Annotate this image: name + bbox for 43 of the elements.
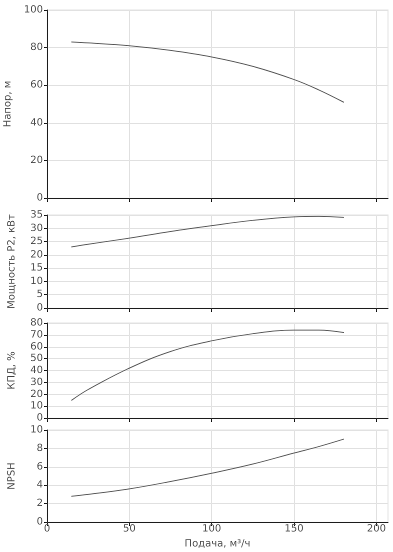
- y-tick-label: 35: [30, 210, 43, 220]
- y-tick-label: 0: [36, 302, 43, 314]
- y-tick-label: 6: [36, 461, 43, 472]
- y-tick-label: 40: [30, 365, 43, 376]
- y-axis-title: КПД, %: [6, 351, 18, 390]
- y-tick-label: 10: [30, 276, 43, 287]
- y-tick-label: 80: [30, 42, 43, 54]
- y-tick-label: 80: [30, 318, 43, 328]
- y-tick-label: 30: [30, 222, 43, 234]
- y-tick-label: 60: [30, 80, 43, 91]
- x-tick-label: 200: [366, 524, 386, 534]
- line-series: [71, 330, 344, 401]
- y-axis-title: Напор, м: [2, 80, 14, 128]
- line-series: [71, 41, 344, 103]
- x-tick-label: 0: [44, 524, 50, 534]
- y-tick-label: 60: [30, 341, 43, 352]
- y-tick-label: 50: [30, 353, 43, 364]
- y-tick-label: 15: [30, 262, 43, 274]
- y-tick-label: 40: [30, 117, 43, 128]
- y-tick-label: 10: [30, 424, 43, 436]
- y-tick-label: 25: [30, 236, 43, 248]
- y-tick-label: 4: [36, 480, 43, 491]
- x-tick-label: 100: [202, 524, 222, 534]
- y-tick-label: 5: [36, 289, 43, 300]
- y-tick-label: 2: [36, 498, 43, 510]
- y-axis-title: Мощность P2, кВт: [6, 214, 18, 309]
- line-series: [71, 216, 344, 248]
- y-tick-label: 100: [24, 4, 43, 16]
- x-axis-title: Подача, м³/ч: [184, 538, 250, 550]
- y-tick-label: 8: [36, 442, 43, 454]
- x-tick-label: 150: [284, 524, 304, 534]
- y-tick-label: 20: [30, 388, 43, 400]
- y-tick-label: 20: [30, 154, 43, 166]
- y-tick-label: 20: [30, 249, 43, 260]
- y-tick-label: 30: [30, 376, 43, 388]
- line-series: [71, 438, 344, 497]
- x-tick-label: 50: [123, 524, 136, 534]
- y-tick-label: 0: [36, 516, 43, 528]
- y-tick-label: 10: [30, 400, 43, 412]
- y-tick-label: 0: [36, 192, 43, 204]
- y-tick-label: 70: [30, 329, 43, 340]
- y-axis-title: NPSH: [6, 462, 18, 490]
- y-tick-label: 0: [36, 412, 43, 424]
